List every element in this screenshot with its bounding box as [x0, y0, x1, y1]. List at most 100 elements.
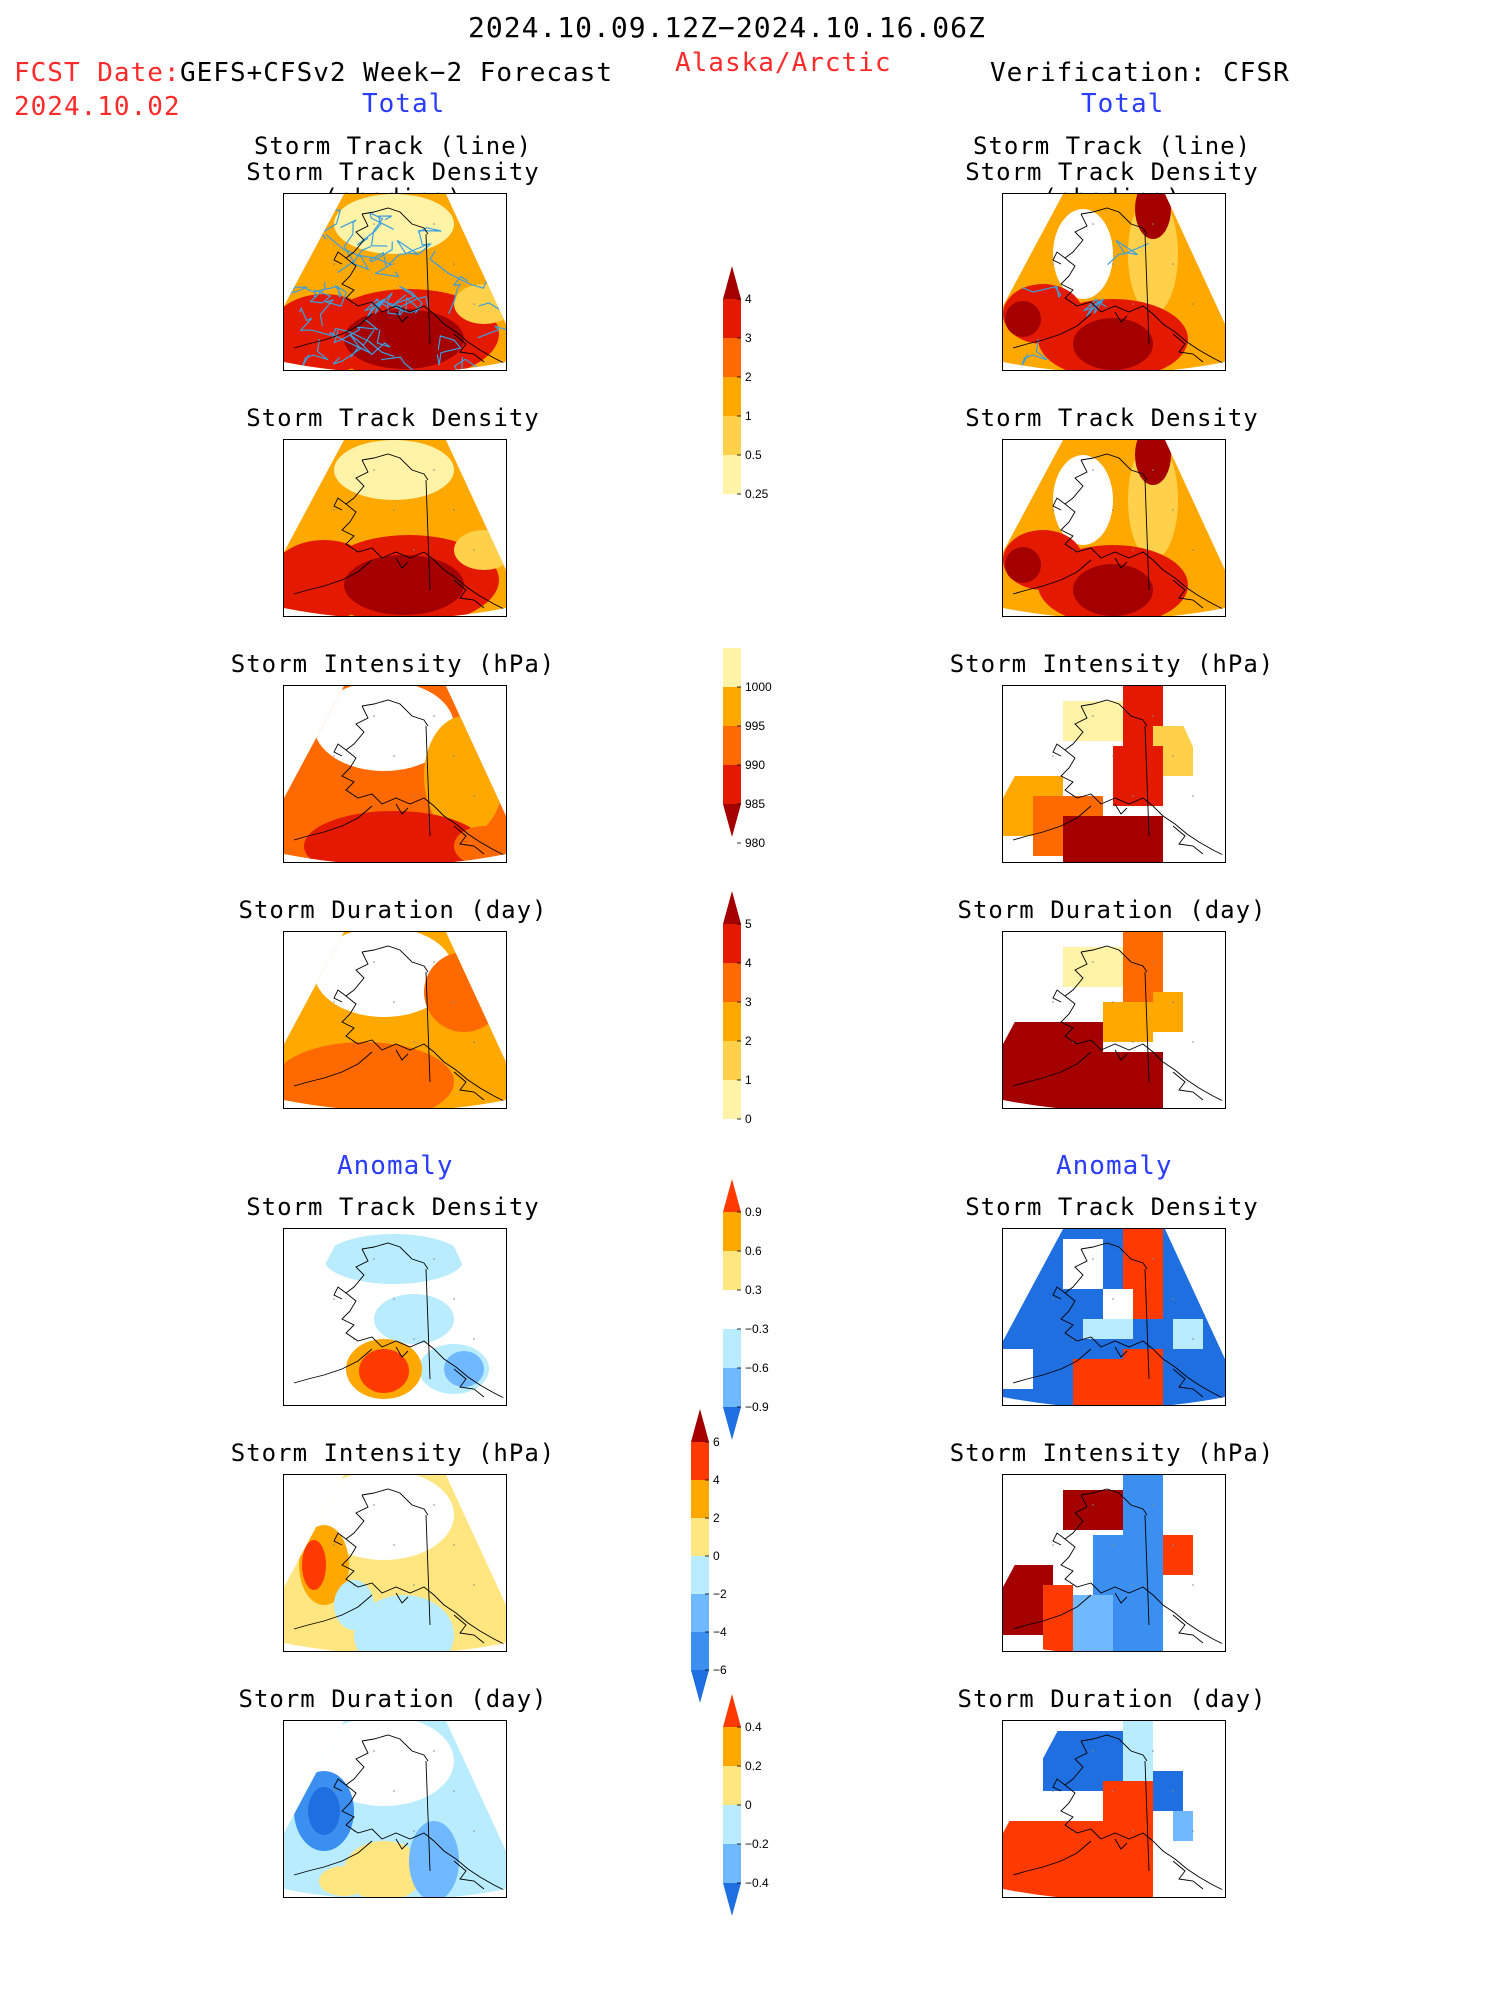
map-intensity-forecast [283, 685, 507, 863]
colorbar-anom-density-segment [723, 1212, 741, 1251]
title-anom-duration-right: Storm Duration (day) [957, 1685, 1267, 1713]
colorbar-anom-duration-segment [723, 1844, 741, 1883]
map-duration-verification [1002, 931, 1226, 1109]
colorbar-intensity-segment [723, 687, 741, 726]
colorbar-duration-label: 2 [745, 1034, 752, 1048]
colorbar-density-segment [723, 377, 741, 416]
colorbar-anom-density-label: −0.3 [745, 1322, 769, 1336]
title-anom-density-right: Storm Track Density [965, 1193, 1259, 1221]
colorbar-anom-density-label: 0.3 [745, 1283, 762, 1297]
colorbar-anom-intensity-label: −4 [713, 1625, 727, 1639]
colorbar-anom-density-label: 0.6 [745, 1244, 762, 1258]
map-anom-duration-verification [1002, 1720, 1226, 1898]
total-label-left: Total [362, 89, 446, 119]
colorbar-density-segment [723, 338, 741, 377]
total-label-right: Total [1081, 89, 1165, 119]
map-anom-intensity-verification [1002, 1474, 1226, 1652]
colorbar-duration-segment [723, 1041, 741, 1080]
anomaly-label-right: Anomaly [1056, 1151, 1173, 1181]
anomaly-label-left: Anomaly [337, 1151, 454, 1181]
colorbar-anom-density: 0.9 0.6 0.3 −0.3 −0.6 −0.9 [722, 1178, 792, 1527]
colorbar-anom-duration-label: 0.2 [745, 1759, 762, 1773]
colorbar-anom-duration-label: 0.4 [745, 1720, 762, 1734]
colorbar-anom-intensity: 6 4 2 0 −2 −4 −6 [690, 1408, 760, 1788]
colorbar-anom-density-segment [723, 1329, 741, 1368]
colorbar-anom-density-segment [723, 1368, 741, 1407]
colorbar-intensity-label: 995 [745, 719, 765, 733]
colorbar-anom-intensity-label: 0 [713, 1549, 720, 1563]
colorbar-anom-intensity-label: 4 [713, 1473, 720, 1487]
colorbar-anom-duration-label: −0.2 [745, 1837, 769, 1851]
colorbar-anom-intensity-segment [691, 1594, 709, 1632]
colorbar-duration-segment [723, 1080, 741, 1119]
colorbar-intensity: 1000 995 990 985 980 [722, 648, 792, 885]
title-density-left: Storm Track Density [246, 404, 540, 432]
colorbar-anom-intensity-arrow-bottom [691, 1670, 709, 1703]
colorbar-intensity-label: 990 [745, 758, 765, 772]
colorbar-anom-intensity-segment [691, 1556, 709, 1594]
title-duration-left: Storm Duration (day) [238, 896, 548, 924]
colorbar-duration-segment [723, 924, 741, 963]
map-density-verification [1002, 439, 1226, 617]
title-intensity-left: Storm Intensity (hPa) [230, 650, 556, 678]
colorbar-anom-density-arrow-top [723, 1179, 741, 1212]
colorbar-anom-duration-segment [723, 1766, 741, 1805]
colorbar-anom-intensity-label: −6 [713, 1663, 727, 1677]
colorbar-duration-label: 0 [745, 1112, 752, 1126]
colorbar-intensity-segment [723, 648, 741, 687]
map-anom-intensity-forecast [283, 1474, 507, 1652]
colorbar-duration-label: 1 [745, 1073, 752, 1087]
fcst-date: 2024.10.02 [14, 92, 181, 122]
colorbar-anom-duration: 0.4 0.2 0 −0.2 −0.4 [722, 1693, 792, 2003]
title-duration-right: Storm Duration (day) [957, 896, 1267, 924]
title-density-right: Storm Track Density [965, 404, 1259, 432]
title-track-line-left: Storm Track (line) [253, 132, 533, 160]
colorbar-density-label: 4 [745, 292, 752, 306]
colorbar-intensity-segment [723, 726, 741, 765]
colorbar-anom-intensity-segment [691, 1518, 709, 1556]
title-anom-duration-left: Storm Duration (day) [238, 1685, 548, 1713]
colorbar-density-segment [723, 299, 741, 338]
colorbar-density: 4 3 2 1 0.5 0.25 [722, 265, 792, 541]
colorbar-intensity-arrow-bottom [723, 804, 741, 837]
colorbar-anom-duration-segment [723, 1805, 741, 1844]
colorbar-anom-density-label: −0.6 [745, 1361, 769, 1375]
colorbar-anom-duration-segment [723, 1727, 741, 1766]
colorbar-density-segment [723, 416, 741, 455]
colorbar-anom-intensity-segment [691, 1632, 709, 1670]
map-track-verification [1002, 193, 1226, 371]
colorbar-anom-intensity-label: −2 [713, 1587, 727, 1601]
colorbar-density-segment [723, 455, 741, 494]
colorbar-duration-label: 3 [745, 995, 752, 1009]
fcst-model: GEFS+CFSv2 Week−2 Forecast [180, 58, 613, 88]
verification-source: Verification: CFSR [990, 58, 1290, 88]
colorbar-anom-intensity-segment [691, 1442, 709, 1480]
title-track-line-right: Storm Track (line) [972, 132, 1252, 160]
colorbar-intensity-label: 980 [745, 836, 765, 850]
map-anom-duration-forecast [283, 1720, 507, 1898]
colorbar-duration-label: 4 [745, 956, 752, 970]
colorbar-density-label: 0.5 [745, 448, 762, 462]
colorbar-density-label: 2 [745, 370, 752, 384]
colorbar-duration-label: 5 [745, 917, 752, 931]
region-name: Alaska/Arctic [675, 48, 892, 78]
title-anom-intensity-right: Storm Intensity (hPa) [949, 1439, 1275, 1467]
colorbar-density-arrow-top [723, 266, 741, 299]
colorbar-anom-density-segment [723, 1251, 741, 1290]
colorbar-anom-intensity-label: 6 [713, 1435, 720, 1449]
colorbar-anom-density-label: −0.9 [745, 1400, 769, 1414]
colorbar-anom-density-segment [723, 1290, 741, 1329]
map-track-forecast [283, 193, 507, 371]
colorbar-duration-segment [723, 1002, 741, 1041]
colorbar-density-label: 0.25 [745, 487, 769, 501]
colorbar-duration-arrow-top [723, 891, 741, 924]
colorbar-anom-density-arrow-bottom [723, 1407, 741, 1440]
colorbar-anom-duration-label: −0.4 [745, 1876, 769, 1890]
colorbar-anom-duration-arrow-bottom [723, 1883, 741, 1916]
colorbar-intensity-label: 985 [745, 797, 765, 811]
colorbar-anom-duration-label: 0 [745, 1798, 752, 1812]
title-intensity-right: Storm Intensity (hPa) [949, 650, 1275, 678]
map-density-forecast [283, 439, 507, 617]
map-intensity-verification [1002, 685, 1226, 863]
title-anom-intensity-left: Storm Intensity (hPa) [230, 1439, 556, 1467]
